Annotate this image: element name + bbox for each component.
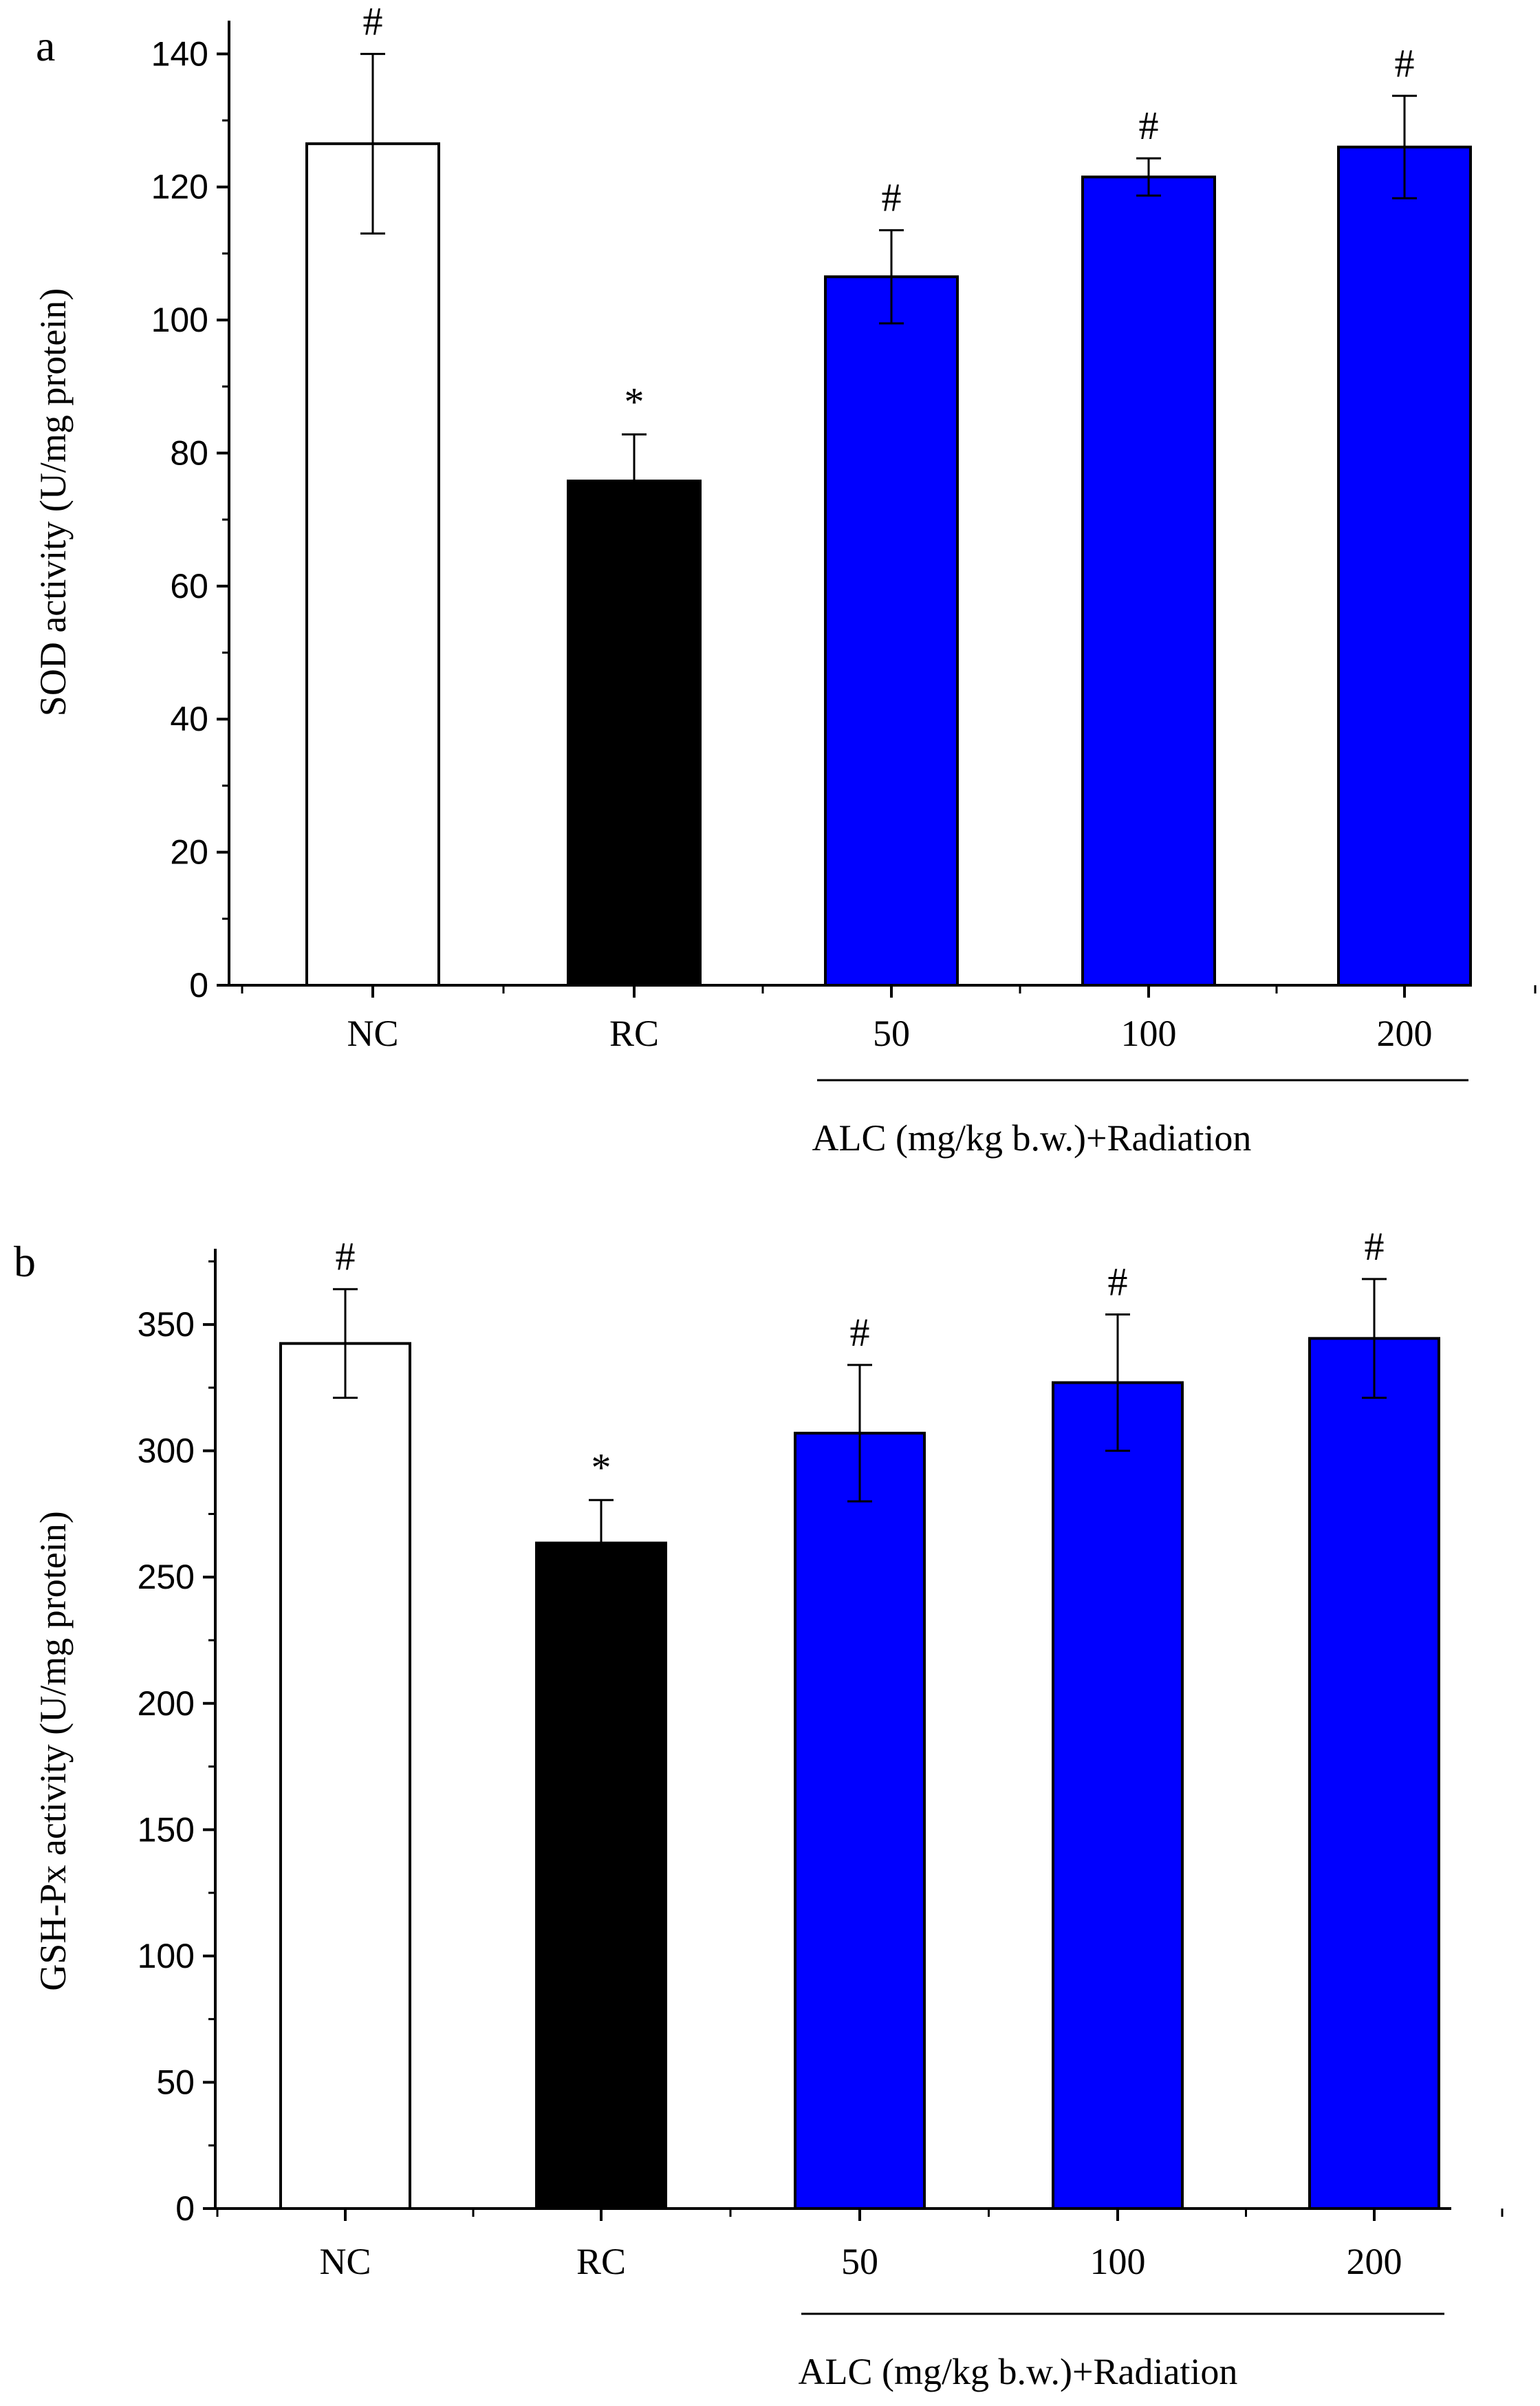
- panel-a-x-tick-label-100: 100: [1121, 1013, 1177, 1054]
- panel-b-bar-100: [1052, 1381, 1184, 2210]
- panel-b-plot-area: 0 50 100 150 200 250 300 350 # NC * RC #50 #100 #200: [138, 1224, 1504, 2315]
- panel-b-bar-50: [794, 1431, 926, 2210]
- panel-b-group-label: ALC (mg/kg b.w.)+Radiation: [799, 2351, 1238, 2392]
- panel-a-bar-50: [824, 275, 959, 987]
- panel-a-y-tick-label: 20: [170, 833, 208, 872]
- panel-a-x-tick-label-NC: NC: [347, 1013, 398, 1054]
- panel-b-label: b: [14, 1237, 36, 1286]
- panel-b-y-tick-label: 0: [175, 2189, 195, 2228]
- panel-a-plot-area: 0 20 40 60 80 100 120 140 # NC * RC #50 #100 #200: [151, 0, 1537, 1082]
- panel-a-bar-100: [1081, 175, 1216, 987]
- panel-b-y-tick-label: 350: [138, 1305, 195, 1344]
- panel-b-significance-RC: *: [592, 1445, 611, 1490]
- panel-a-y-tick-label: 80: [170, 433, 208, 472]
- panel-b-bar-200: [1308, 1337, 1440, 2210]
- panel-a-significance-50: #: [882, 175, 902, 220]
- panel-a-y-tick-label: 120: [151, 168, 208, 206]
- panel-a-sod-chart: a SOD activity (U/mg protein) 0 20 40 60 80 1…: [32, 0, 1537, 1159]
- panel-a-group-label: ALC (mg/kg b.w.)+Radiation: [812, 1117, 1252, 1159]
- panel-a-y-tick-label: 0: [189, 966, 208, 1005]
- panel-b-y-tick-label: 250: [138, 1558, 195, 1596]
- panel-b-y-tick-label: 300: [138, 1432, 195, 1470]
- panel-b-y-tick-label: 150: [138, 1810, 195, 1849]
- panel-b-x-tick-label-NC: NC: [319, 2241, 371, 2282]
- panel-a-y-tick-label: 100: [151, 301, 208, 339]
- panel-a-significance-100: #: [1139, 103, 1159, 148]
- panel-b-x-tick-label-50: 50: [841, 2241, 878, 2282]
- panel-b-bar-RC: [535, 1541, 667, 2211]
- panel-a-significance-RC: *: [625, 379, 644, 424]
- panel-b-significance-NC: #: [336, 1234, 356, 1279]
- panel-a-significance-200: #: [1395, 41, 1415, 85]
- panel-a-bar-RC: [567, 480, 702, 987]
- panel-a-x-tick-label-200: 200: [1377, 1013, 1433, 1054]
- panel-b-y-axis-label: GSH-Px activity (U/mg protein): [32, 1511, 74, 1990]
- panel-a-significance-NC: #: [363, 0, 383, 43]
- panel-b-x-tick-label-100: 100: [1090, 2241, 1146, 2282]
- panel-b-significance-100: #: [1108, 1259, 1128, 1304]
- panel-a-y-tick-label: 40: [170, 700, 208, 738]
- panel-b-significance-200: #: [1365, 1224, 1385, 1269]
- panel-b-y-tick-label: 100: [138, 1937, 195, 1975]
- panel-b-x-tick-label-RC: RC: [576, 2241, 626, 2282]
- panel-a-bar-200: [1337, 145, 1472, 987]
- panel-a-bar-NC: [305, 142, 440, 987]
- panel-a-label: a: [36, 21, 55, 70]
- panel-a-y-tick-label: 140: [151, 34, 208, 73]
- panel-b-gsh-px-chart: b GSH-Px activity (U/mg protein) 0 50 100 1…: [14, 1224, 1504, 2392]
- panel-a-x-tick-label-RC: RC: [609, 1013, 659, 1054]
- panel-b-bar-NC: [279, 1342, 411, 2210]
- panel-a-x-tick-label-50: 50: [873, 1013, 910, 1054]
- panel-a-y-axis-label: SOD activity (U/mg protein): [32, 288, 74, 716]
- panel-a-y-tick-label: 60: [170, 567, 208, 605]
- panel-b-x-tick-label-200: 200: [1347, 2241, 1402, 2282]
- panel-b-significance-50: #: [850, 1310, 870, 1355]
- panel-b-y-tick-label: 50: [156, 2063, 195, 2101]
- panel-b-y-tick-label: 200: [138, 1684, 195, 1723]
